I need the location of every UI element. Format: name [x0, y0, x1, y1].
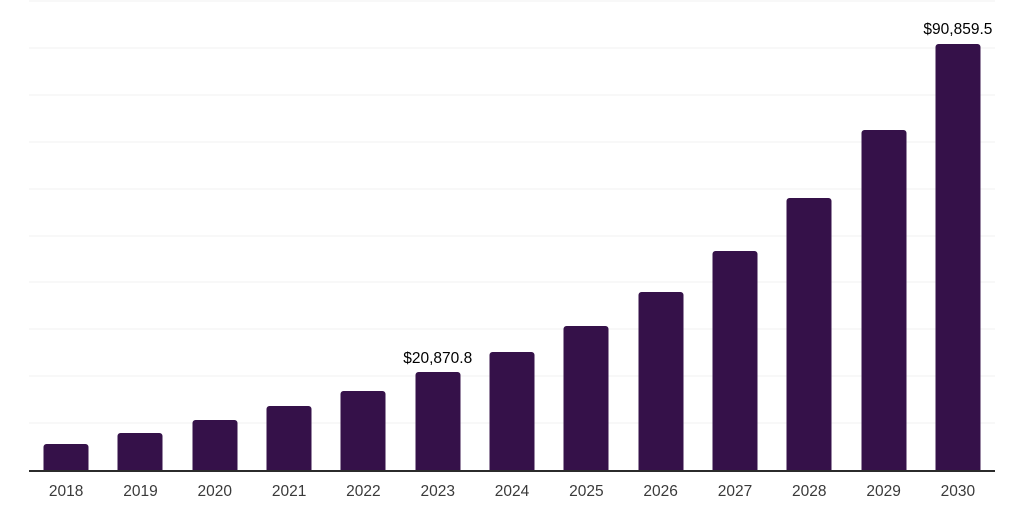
bar-value-label: $20,870.8 [403, 349, 473, 367]
bar-slot [624, 1, 698, 470]
x-tick-label: 2019 [123, 483, 158, 500]
x-tick-label: 2029 [866, 483, 901, 500]
bar-slot [326, 1, 400, 470]
gridline [29, 141, 995, 143]
bar-2021 [266, 405, 312, 470]
x-tick-label: 2024 [494, 483, 530, 500]
x-axis-line [29, 470, 995, 472]
bar-slot [29, 1, 103, 470]
gridline [29, 281, 995, 283]
bar-2020 [192, 420, 238, 470]
bar-2027 [712, 251, 758, 470]
x-tick-label: 2026 [643, 483, 678, 500]
plot-area: $20,870.8 $90,859.5 [29, 0, 995, 472]
bar-slot [103, 1, 177, 470]
bar-2018 [43, 443, 89, 470]
x-tick-label: 2028 [792, 483, 827, 500]
x-tick-label: 2021 [271, 483, 307, 500]
gridline [29, 328, 995, 330]
bar-slot [846, 1, 920, 470]
bar-slot [252, 1, 326, 470]
gridline [29, 188, 995, 190]
bar-slot [698, 1, 772, 470]
bar-slot [772, 1, 846, 470]
bar-slot [178, 1, 252, 470]
bar-2024 [489, 351, 535, 470]
x-tick-label: 2022 [346, 483, 381, 500]
bar-slot: $20,870.8 [401, 1, 475, 470]
bar-2023 [415, 372, 461, 470]
x-tick-label: 2018 [48, 483, 84, 500]
bar-2030 [935, 43, 981, 470]
bars-row: $20,870.8 $90,859.5 [29, 1, 995, 470]
x-tick-label: 2020 [197, 483, 233, 500]
x-axis-labels: 2018 2019 2020 2021 2022 2023 2024 2025 2026 2027… [29, 483, 995, 502]
bar-slot: $90,859.5 [921, 1, 995, 470]
gridline [29, 94, 995, 96]
x-tick-label: 2027 [717, 483, 753, 500]
bar-2025 [563, 326, 609, 470]
x-tick-label: 2030 [940, 483, 976, 500]
x-tick-label: 2023 [420, 483, 455, 500]
bar-2019 [117, 433, 163, 470]
bar-value-label: $90,859.5 [923, 21, 993, 39]
bar-2022 [340, 390, 386, 470]
gridline [29, 0, 995, 2]
bar-2026 [638, 291, 684, 470]
bar-slot [475, 1, 549, 470]
bar-2028 [786, 197, 832, 470]
gridline [29, 47, 995, 49]
bar-2029 [861, 129, 907, 470]
gridline [29, 235, 995, 236]
bar-slot [549, 1, 623, 470]
x-tick-label: 2025 [569, 483, 604, 500]
